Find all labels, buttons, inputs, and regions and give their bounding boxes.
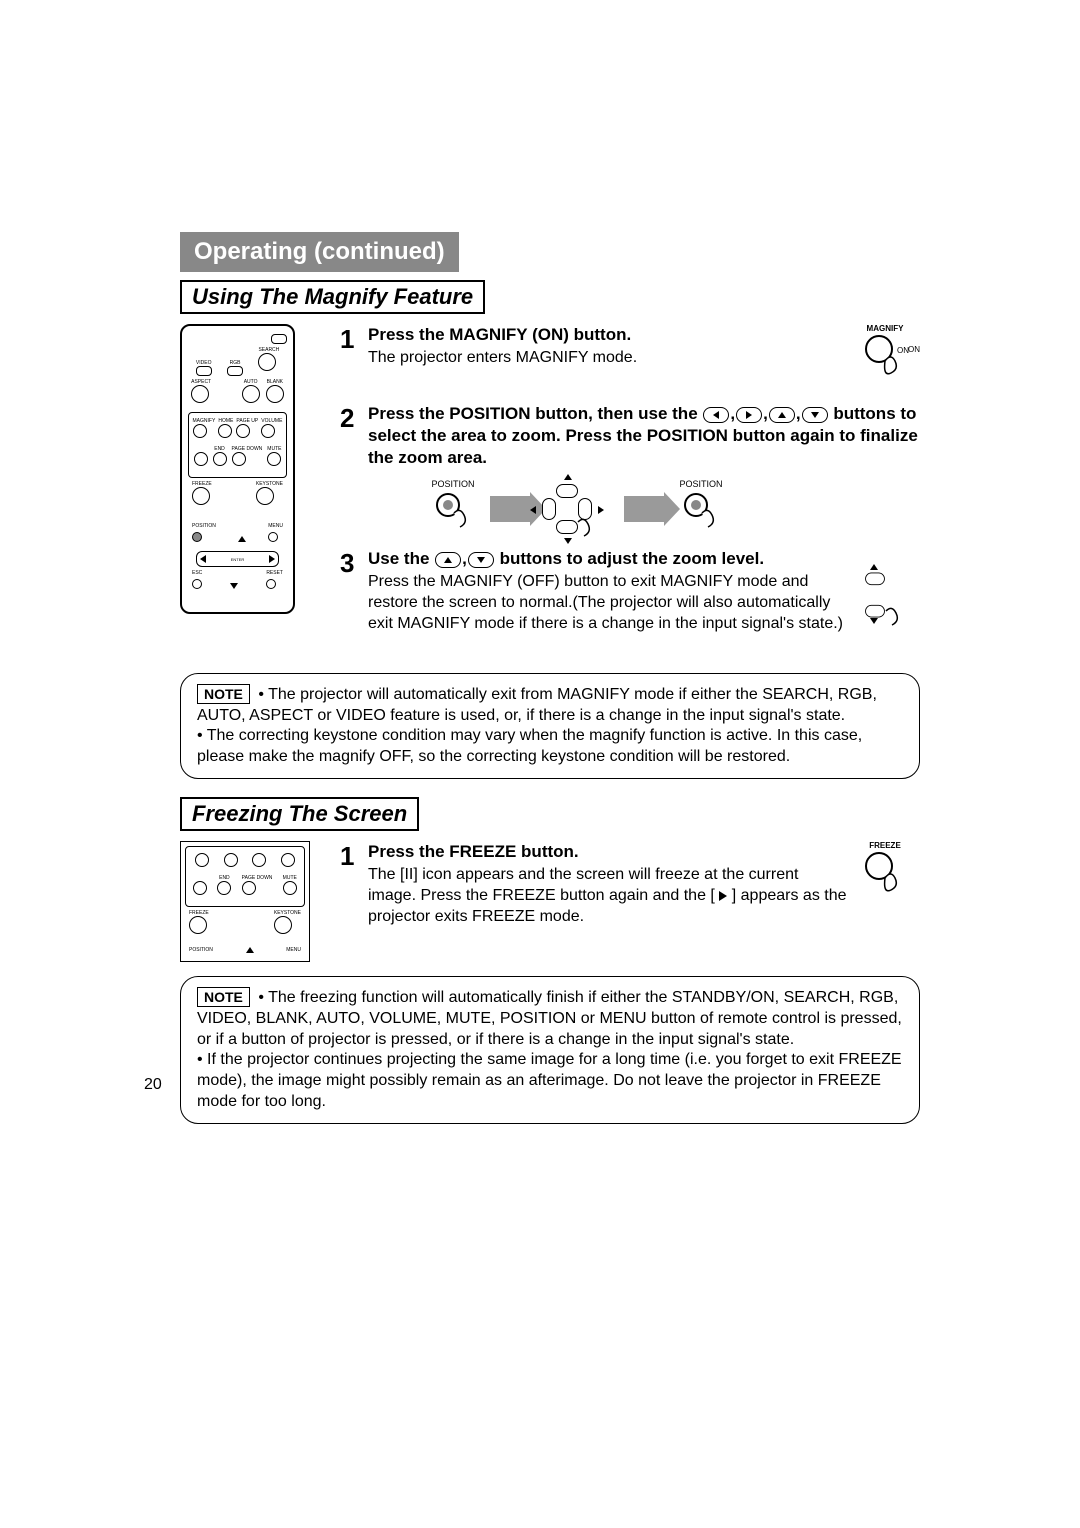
note-label: NOTE (197, 684, 250, 704)
step2-title: Press the POSITION button, then use the … (368, 403, 920, 469)
remote-diagram-large: VIDEO RGB SEARCH ASPECT AUTO BLANK MAGNI… (180, 324, 295, 614)
arrow-icon (490, 496, 530, 522)
left-button-icon (703, 407, 729, 423)
step-number: 2 (340, 403, 368, 434)
step-number: 1 (340, 324, 368, 355)
section-magnify-title: Using The Magnify Feature (180, 280, 485, 314)
step-number: 1 (340, 841, 368, 872)
page-header: Operating (continued) (180, 232, 459, 272)
play-icon (719, 891, 727, 901)
step3-title: Use the , buttons to adjust the zoom lev… (368, 548, 920, 570)
note-label: NOTE (197, 987, 250, 1007)
step1-text: The projector enters MAGNIFY mode. (368, 348, 850, 369)
remote-diagram-small: END PAGE DOWN MUTE FREEZE KEYSTONE POSIT… (180, 841, 310, 962)
magnify-button-icon: MAGNIFY ON ON (850, 324, 920, 379)
down-button-icon (468, 552, 494, 568)
right-button-icon (736, 407, 762, 423)
section-freeze-title: Freezing The Screen (180, 797, 419, 831)
step3-text: Press the MAGNIFY (OFF) button to exit M… (368, 572, 850, 634)
zoom-dpad-icon (850, 570, 920, 634)
down-button-icon (802, 407, 828, 423)
note-box-1: NOTE • The projector will automatically … (180, 673, 920, 779)
note2-text: • The freezing function will automatical… (197, 989, 902, 1110)
up-button-icon (435, 552, 461, 568)
freeze-step-title: Press the FREEZE button. (368, 841, 850, 863)
up-button-icon (769, 407, 795, 423)
position-diagram: POSITION (368, 479, 920, 538)
page-number: 20 (144, 1076, 162, 1094)
step1-title: Press the MAGNIFY (ON) button. (368, 324, 850, 346)
freeze-step-text: The [II] icon appears and the screen wil… (368, 865, 850, 927)
arrow-icon (624, 496, 664, 522)
note1-text: • The projector will automatically exit … (197, 686, 877, 765)
step-number: 3 (340, 548, 368, 579)
freeze-button-icon: FREEZE (850, 841, 920, 901)
note-box-2: NOTE • The freezing function will automa… (180, 976, 920, 1124)
